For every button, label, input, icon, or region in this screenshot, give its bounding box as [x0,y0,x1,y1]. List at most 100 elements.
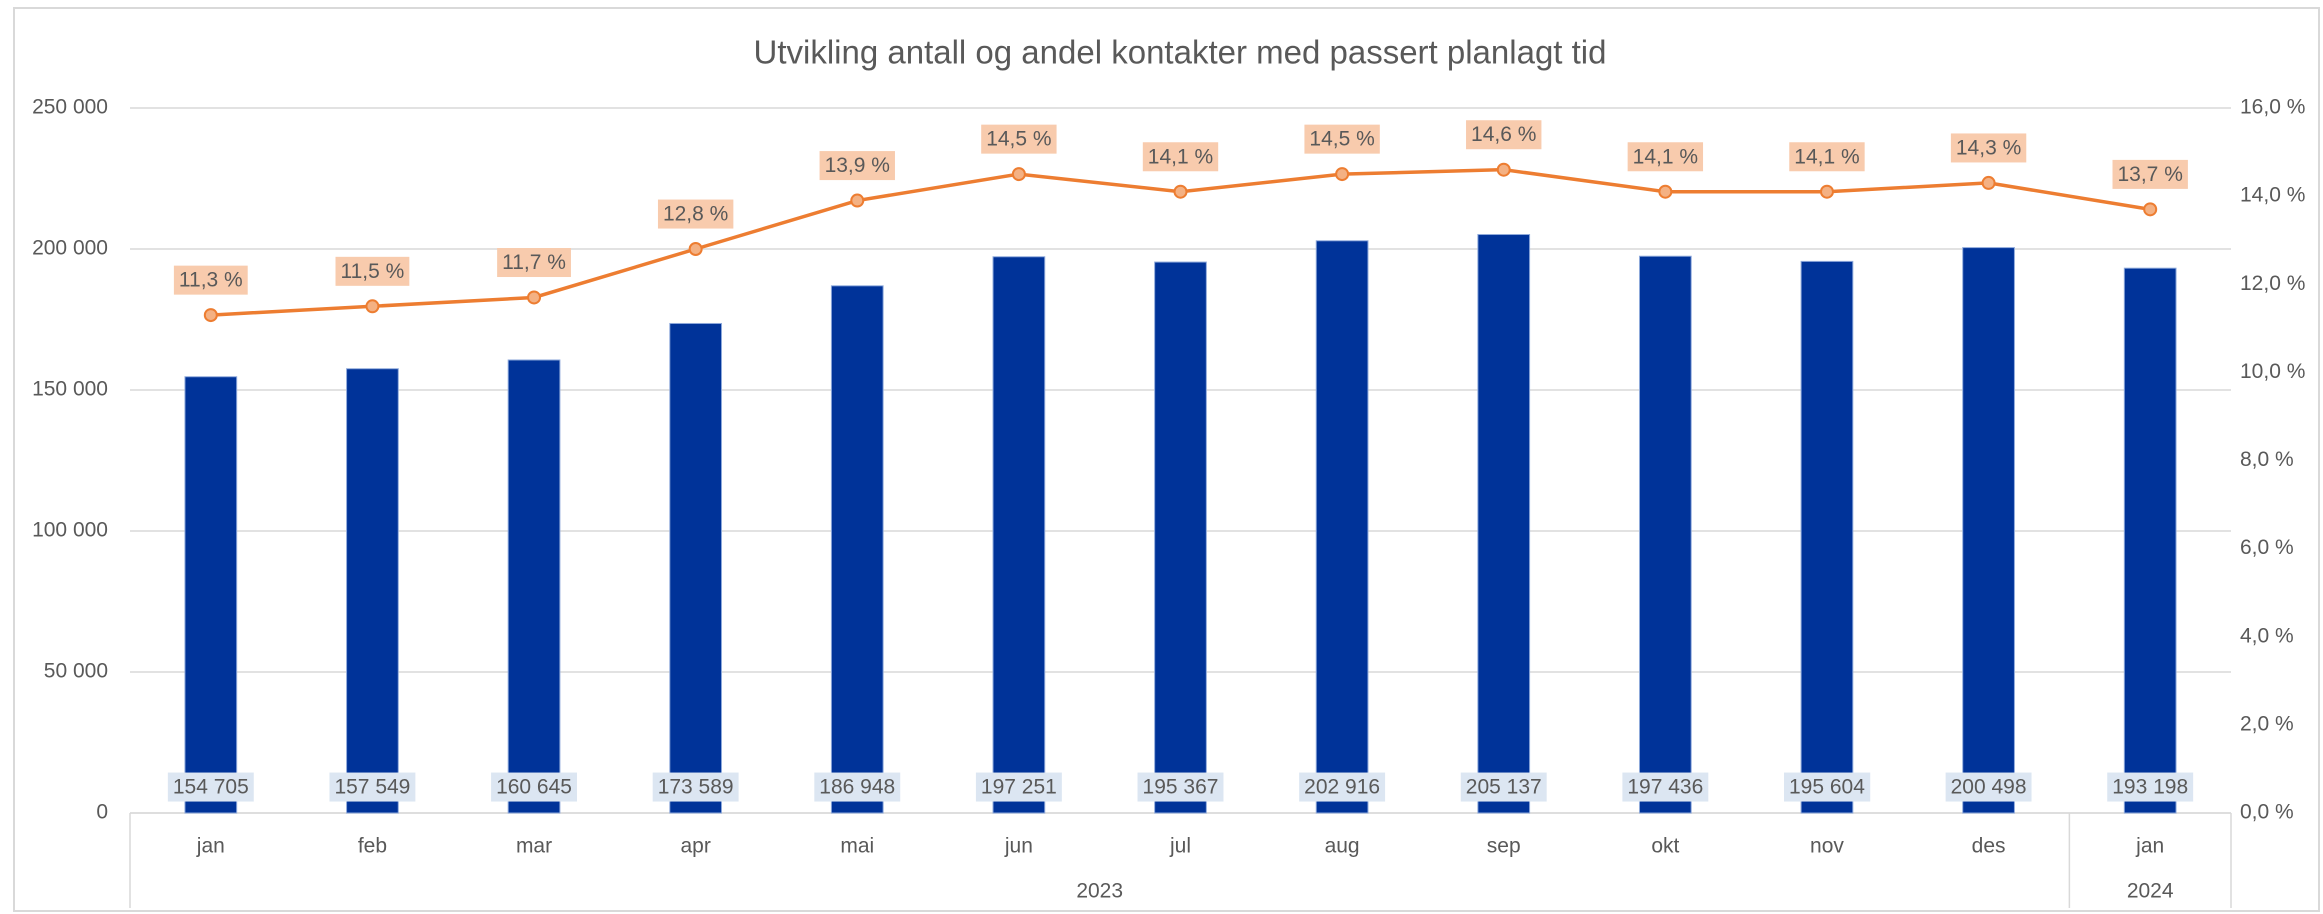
bar-value-label: 195 604 [1789,776,1865,799]
y2-tick-label: 16,0 % [2240,96,2305,119]
y-tick-label: 150 000 [32,378,108,401]
bar [346,368,399,814]
label-bg [497,248,571,278]
x-tick-label: aug [1325,835,1360,858]
chart-title: Utvikling antall og andel kontakter med … [754,34,1607,71]
x-tick-label: mai [840,835,874,858]
bar [1315,240,1369,814]
x-tick-label: feb [358,835,387,858]
line-marker [203,308,218,323]
label-bg [2107,772,2194,802]
line-marker [850,193,865,208]
line-value-label: 14,1 % [1794,145,1859,168]
y-tick-label: 200 000 [32,237,108,260]
x-tick-label: jan [196,835,225,858]
label-bg [1950,133,2027,163]
label-bg [167,772,254,802]
y2-tick-label: 12,0 % [2240,272,2305,295]
bar [992,256,1046,814]
bar-value-label: 173 589 [658,776,734,799]
bar-value-label: 202 916 [1304,776,1380,799]
bar [1962,247,2015,814]
bar-value-label: 197 436 [1627,776,1703,799]
bar-value-label: 193 198 [2112,776,2188,799]
bar-value-label: 205 137 [1466,776,1542,799]
x-tick-label: jun [1004,835,1033,858]
line-marker [1335,167,1350,182]
bar [1800,260,1854,814]
bar-value-label: 154 705 [173,776,249,799]
bar [184,376,238,814]
label-bg [652,772,739,802]
bar-value-label: 157 549 [334,776,410,799]
bar [669,322,723,814]
y2-tick-label: 10,0 % [2240,360,2305,383]
line-value-label: 13,7 % [2117,163,2182,186]
label-bg [1789,142,1865,172]
line-value-label: 11,5 % [341,260,405,283]
line-value-label: 14,1 % [1633,145,1698,168]
line-value-label: 14,3 % [1956,136,2021,159]
label-bg [1466,120,1542,150]
y2-tick-label: 4,0 % [2240,624,2294,647]
line-marker [1981,175,1996,190]
chart-frame [13,7,2320,912]
y-tick-label: 250 000 [32,96,108,119]
line-value-label: 14,1 % [1148,145,1213,168]
bar [1638,255,1692,814]
bar-value-label: 197 251 [981,776,1057,799]
line-value-label: 11,7 % [502,251,566,274]
line-marker [527,290,542,305]
y-tick-label: 100 000 [32,519,108,542]
x-tick-label: okt [1651,835,1679,858]
bar-value-label: 186 948 [819,776,895,799]
bar-value-label: 200 498 [1951,776,2027,799]
label-bg [1784,772,1871,802]
x-tick-label: apr [680,835,710,858]
label-bg [1945,772,2032,802]
label-bg [1460,772,1547,802]
line-marker [1173,184,1188,199]
line-value-label: 14,6 % [1471,123,1536,146]
x-tick-label: nov [1810,835,1844,858]
bar-value-label: 195 367 [1143,776,1219,799]
line-value-label: 14,5 % [1309,128,1374,151]
group-label: 2023 [1076,880,1123,903]
label-bg [335,256,410,286]
y2-tick-label: 8,0 % [2240,448,2294,471]
bar [1477,234,1531,814]
label-bg [975,772,1062,802]
y2-tick-label: 14,0 % [2240,184,2305,207]
label-bg [1299,772,1386,802]
y2-tick-label: 6,0 % [2240,536,2294,559]
label-bg [173,265,248,295]
x-tick-label: mar [516,835,552,858]
group-label: 2024 [2127,880,2174,903]
label-bg [1627,142,1704,172]
label-bg [329,772,416,802]
line-marker [1011,167,1026,182]
line-marker [1496,162,1511,177]
line-marker [688,242,703,256]
label-bg [1622,772,1709,802]
bar [2123,267,2177,814]
bar-value-label: 160 645 [496,776,572,799]
line-marker [2143,202,2158,217]
label-bg [814,772,901,802]
bar [1154,261,1207,814]
label-bg [819,151,895,181]
label-bg [1137,772,1224,802]
line-marker [365,299,380,314]
x-tick-label: jul [1169,835,1191,858]
line-value-label: 14,5 % [986,128,1051,151]
label-bg [657,199,734,229]
line-marker [1819,184,1834,199]
bar [507,359,561,814]
label-bg [981,124,1057,154]
y2-tick-label: 2,0 % [2240,712,2294,735]
line-value-label: 13,9 % [825,154,890,177]
y2-tick-label: 0,0 % [2240,801,2294,824]
label-bg [1142,142,1219,172]
